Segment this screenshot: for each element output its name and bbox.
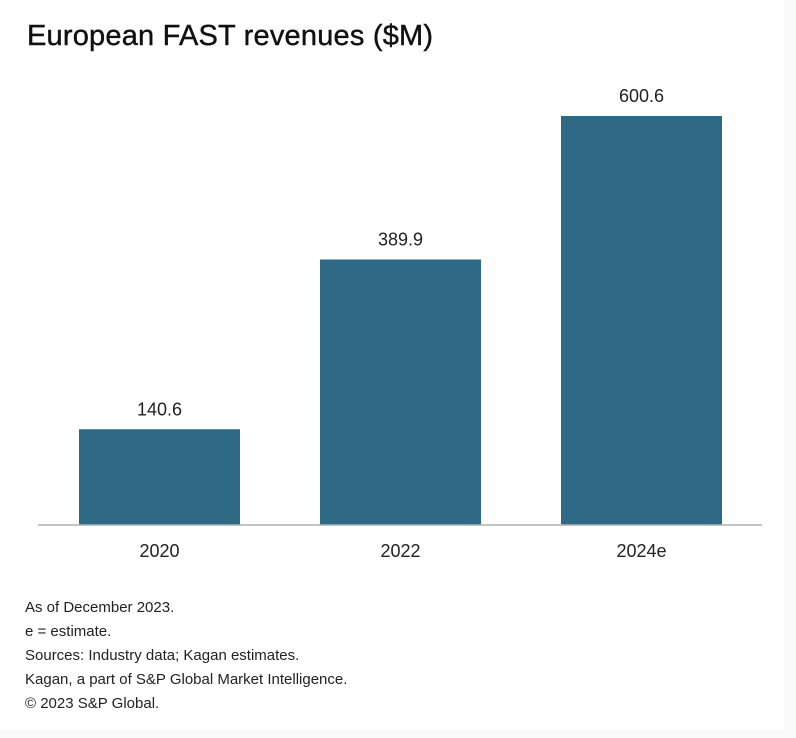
bars-group <box>79 116 722 525</box>
x-tick-label-2022: 2022 <box>380 541 420 561</box>
page-edge <box>0 730 796 738</box>
data-label-2022: 389.9 <box>378 229 423 249</box>
footnote-copyright: © 2023 S&P Global. <box>25 695 160 712</box>
data-label-2024e: 600.6 <box>619 86 664 106</box>
x-tick-label-2024e: 2024e <box>616 541 666 561</box>
x-tick-label-2020: 2020 <box>139 541 179 561</box>
footnote-attribution: Kagan, a part of S&P Global Market Intel… <box>25 671 348 688</box>
bar-2022 <box>320 259 481 525</box>
bar-2020 <box>79 429 240 525</box>
footnote-estimate: e = estimate. <box>25 623 112 640</box>
chart-title: European FAST revenues ($M) <box>27 20 434 52</box>
footnote-date: As of December 2023. <box>25 599 175 616</box>
labels-group: 140.6 2020 389.9 2022 600.6 2024e <box>137 86 667 561</box>
footnotes: As of December 2023. e = estimate. Sourc… <box>25 596 347 716</box>
data-label-2020: 140.6 <box>137 399 182 419</box>
footnote-sources: Sources: Industry data; Kagan estimates. <box>25 647 300 664</box>
page-edge <box>784 0 796 738</box>
bar-2024e <box>561 116 722 525</box>
